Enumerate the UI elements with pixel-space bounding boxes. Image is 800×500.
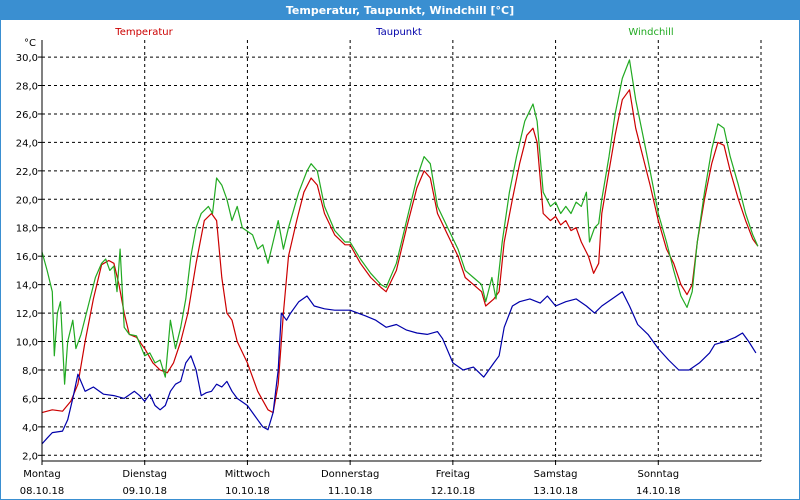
x-tick-label-day: Dienstag xyxy=(122,469,167,480)
y-tick-label: 10,0 xyxy=(16,338,38,349)
x-tick-label-day: Montag xyxy=(23,469,60,480)
y-tick-label: 12,0 xyxy=(16,309,38,320)
y-tick-label: 16,0 xyxy=(16,252,38,263)
x-tick-label-date: 11.10.18 xyxy=(328,486,373,497)
x-tick-label-date: 10.10.18 xyxy=(225,486,270,497)
legend-temperatur: Temperatur xyxy=(114,27,173,38)
series-lines xyxy=(41,59,759,445)
x-tick-label-date: 09.10.18 xyxy=(122,486,167,497)
x-tick-label-day: Sonntag xyxy=(638,469,680,480)
grid xyxy=(42,40,762,461)
y-tick-label: 22,0 xyxy=(16,167,38,178)
x-tick-label-date: 14.10.18 xyxy=(636,486,681,497)
window-title: Temperatur, Taupunkt, Windchill [°C] xyxy=(1,1,799,20)
y-tick-label: 14,0 xyxy=(16,281,38,292)
x-tick-label-day: Freitag xyxy=(436,469,470,480)
series-line-temperatur xyxy=(41,89,759,414)
x-tick-label-date: 13.10.18 xyxy=(533,486,578,497)
y-tick-label: 4,0 xyxy=(22,423,38,434)
legend-taupunkt: Taupunkt xyxy=(375,27,422,38)
series-line-taupunkt xyxy=(41,291,757,445)
x-tick-label-date: 08.10.18 xyxy=(20,486,65,497)
x-tick-label-day: Donnerstag xyxy=(321,469,379,480)
y-tick-label: 24,0 xyxy=(16,138,38,149)
x-tick-label-day: Mittwoch xyxy=(225,469,270,480)
y-tick-label: 20,0 xyxy=(16,195,38,206)
y-tick-label: 6,0 xyxy=(22,394,38,405)
chart-area: 30,0 28,0 26,0 24,0 22,0 20,0 18,0 16,0 14,0 12,0… xyxy=(16,27,762,497)
legend-windchill: Windchill xyxy=(628,27,673,38)
y-tick-label: 18,0 xyxy=(16,224,38,235)
y-tick-label: 8,0 xyxy=(22,366,38,377)
x-tick-label-day: Samstag xyxy=(534,469,578,480)
labels: 30,0 28,0 26,0 24,0 22,0 20,0 18,0 16,0 14,0 12,0… xyxy=(16,27,681,497)
y-tick-label: 28,0 xyxy=(16,82,38,93)
y-unit-label: °C xyxy=(24,38,36,49)
axes xyxy=(38,40,761,465)
y-tick-label: 2,0 xyxy=(22,451,38,462)
x-tick-label-date: 12.10.18 xyxy=(431,486,476,497)
series-line-windchill xyxy=(41,59,759,385)
y-tick-label: 26,0 xyxy=(16,110,38,121)
y-tick-label: 30,0 xyxy=(16,53,38,64)
